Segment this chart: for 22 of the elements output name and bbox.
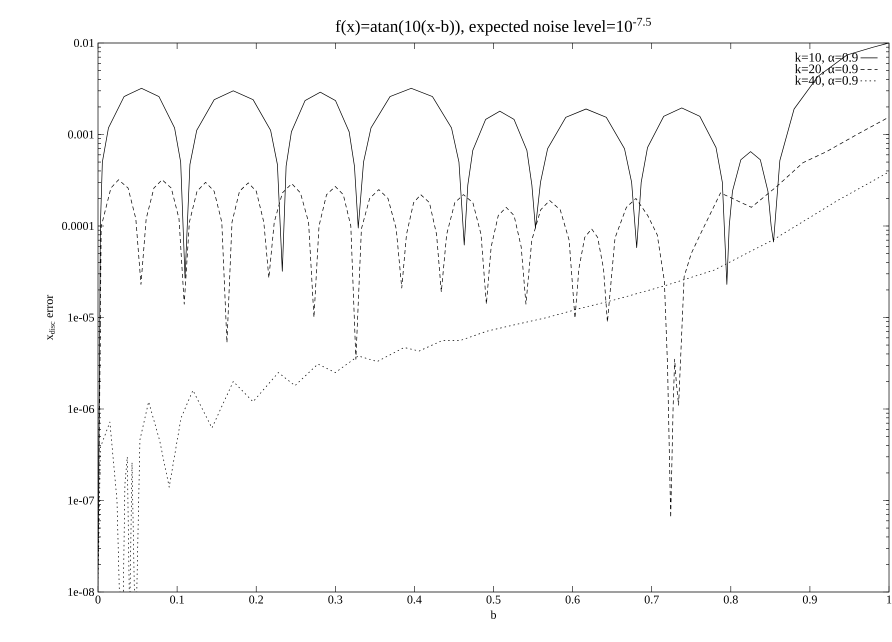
x-tick-label: 0.1 bbox=[170, 596, 184, 604]
x-tick-label: 0.6 bbox=[566, 596, 580, 604]
y-tick-label: 0.001 bbox=[68, 130, 94, 139]
y-tick-label: 1e-07 bbox=[68, 496, 94, 505]
y-tick-label: 0.0001 bbox=[62, 222, 94, 230]
y-tick-label: 1e-08 bbox=[68, 588, 94, 596]
x-tick-label: 0.5 bbox=[486, 596, 501, 604]
x-tick-label: 0.3 bbox=[328, 596, 342, 604]
x-tick-label: 0.4 bbox=[407, 596, 422, 604]
y-tick-label: 1e-05 bbox=[68, 313, 94, 322]
chart-title: f(x)=atan(10(x-b)), expected noise level=10$^{-7.5}$ bbox=[336, 18, 651, 36]
x-tick-label: 0.8 bbox=[724, 596, 738, 604]
legend-label: k=20, α=0.9 bbox=[794, 64, 858, 76]
x-tick-label: 0.2 bbox=[249, 596, 264, 604]
x-axis-title: b bbox=[490, 610, 496, 619]
x-tick-label: 0.7 bbox=[644, 596, 659, 604]
y-tick-label: 0.01 bbox=[74, 38, 94, 48]
x-tick-label: 1 bbox=[887, 596, 892, 604]
y-tick-label: 1e-06 bbox=[68, 404, 94, 414]
y-axis-title: x$_{disc}$ error bbox=[47, 294, 55, 340]
x-tick-label: 0 bbox=[95, 596, 101, 604]
x-tick-label: 0.9 bbox=[802, 596, 817, 604]
